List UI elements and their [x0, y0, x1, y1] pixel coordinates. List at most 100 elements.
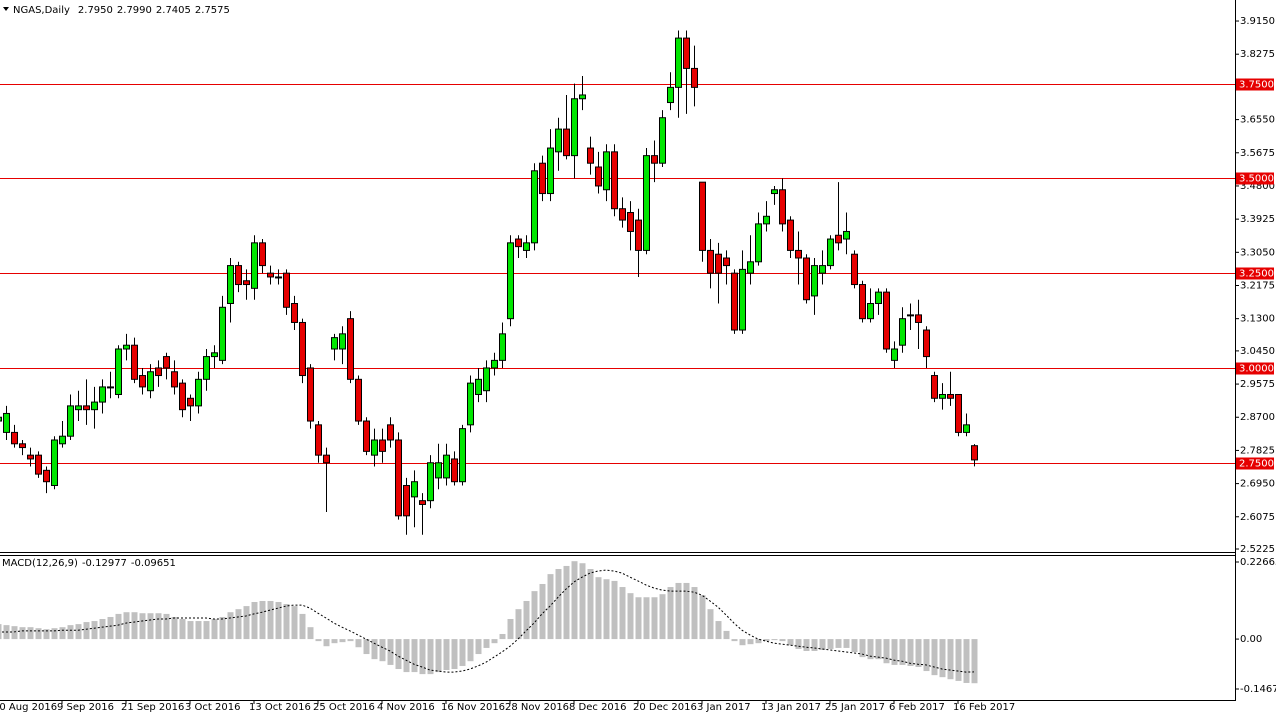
macd-bar	[299, 613, 306, 640]
y-tick-label: 3.1300	[1240, 314, 1275, 325]
x-tick-label: 16 Nov 2016	[441, 702, 505, 713]
macd-bar	[763, 639, 770, 642]
macd-bar	[243, 606, 250, 640]
candle-body	[651, 155, 658, 164]
macd-bar	[291, 606, 298, 640]
macd-bar	[827, 639, 834, 649]
candle-body	[315, 424, 322, 456]
macd-bar	[931, 639, 938, 676]
macd-bar	[651, 597, 658, 640]
candle-body	[59, 435, 66, 445]
macd-bar	[139, 613, 146, 640]
candle-body	[19, 443, 26, 449]
candle-body	[835, 234, 842, 244]
macd-bar	[739, 639, 746, 646]
y-tick-label: 2.6950	[1240, 479, 1275, 490]
candle-body	[27, 454, 34, 460]
macd-bar	[147, 613, 154, 640]
level-label-box	[1236, 267, 1274, 280]
macd-bar	[11, 626, 18, 640]
macd-bar	[499, 633, 506, 640]
x-tick-label: 6 Feb 2017	[889, 702, 945, 713]
candle-body	[355, 378, 362, 422]
macd-bar	[91, 621, 98, 640]
candle-body	[955, 393, 962, 433]
candle-body	[131, 344, 138, 380]
x-tick-label: 4 Nov 2016	[377, 702, 435, 713]
candle-body	[371, 439, 378, 456]
candle-body	[99, 386, 106, 403]
candle-body	[115, 348, 122, 395]
x-tick-label: 3 Jan 2017	[697, 702, 751, 713]
y-tick-label: 3.8275	[1240, 49, 1275, 60]
macd-bar	[451, 639, 458, 670]
macd-bar	[531, 591, 538, 640]
macd-bar	[283, 604, 290, 640]
candle-body	[443, 454, 450, 479]
candle-body	[523, 242, 530, 251]
macd-bar	[19, 627, 26, 640]
candle-body	[971, 445, 978, 461]
candle-body	[107, 386, 114, 389]
macd-bar	[483, 639, 490, 648]
candle-body	[331, 337, 338, 350]
candle-body	[0, 416, 2, 422]
macd-bar	[219, 616, 226, 640]
macd-bar	[307, 627, 314, 640]
y-tick-label: -0.14675	[1240, 684, 1276, 695]
level-label-box	[1236, 172, 1274, 185]
macd-bar	[371, 639, 378, 660]
macd-bar	[819, 639, 826, 650]
candle-body	[899, 318, 906, 346]
macd-bar	[387, 639, 394, 665]
candle-body	[475, 378, 482, 395]
macd-bar	[715, 621, 722, 640]
candle-body	[907, 314, 914, 317]
macd-bar	[155, 613, 162, 640]
candle-body	[43, 469, 50, 483]
macd-bar	[395, 639, 402, 670]
macd-bar	[635, 597, 642, 640]
macd-bar	[507, 619, 514, 640]
low-value: 2.7405	[156, 5, 191, 16]
macd-bar	[803, 639, 810, 651]
macd-bar	[339, 639, 346, 643]
candle-body	[787, 219, 794, 251]
candle-body	[827, 238, 834, 267]
candle-body	[67, 405, 74, 437]
candle-body	[35, 454, 42, 475]
macd-bar	[907, 639, 914, 666]
x-tick-label: 3 Oct 2016	[185, 702, 240, 713]
candle-body	[267, 272, 274, 278]
candle-body	[755, 223, 762, 263]
macd-bar	[355, 639, 362, 648]
candle-body	[147, 371, 154, 392]
candle-body	[771, 189, 778, 195]
macd-bar	[915, 639, 922, 667]
macd-bar	[123, 612, 130, 640]
candle-body	[451, 458, 458, 483]
macd-bar	[59, 627, 66, 640]
macd-bar	[771, 639, 778, 641]
macd-bar	[691, 587, 698, 640]
macd-bar	[419, 639, 426, 675]
candle-body	[547, 147, 554, 195]
y-tick-label: 3.3050	[1240, 247, 1275, 258]
macd-bar	[131, 612, 138, 640]
candle-body	[491, 359, 498, 369]
macd-bar	[659, 594, 666, 640]
macd-bar	[347, 639, 354, 642]
macd-bar	[195, 621, 202, 640]
macd-bar	[707, 609, 714, 640]
macd-bar	[619, 587, 626, 640]
macd-bar	[963, 639, 970, 683]
high-value: 2.7990	[117, 5, 152, 16]
macd-bar	[571, 561, 578, 640]
candle-body	[275, 276, 282, 279]
macd-bar	[275, 602, 282, 640]
candle-body	[563, 128, 570, 157]
macd-bar	[955, 639, 962, 681]
y-tick-label: 0.00	[1240, 634, 1262, 645]
candle-body	[611, 151, 618, 210]
candle-body	[123, 344, 130, 350]
